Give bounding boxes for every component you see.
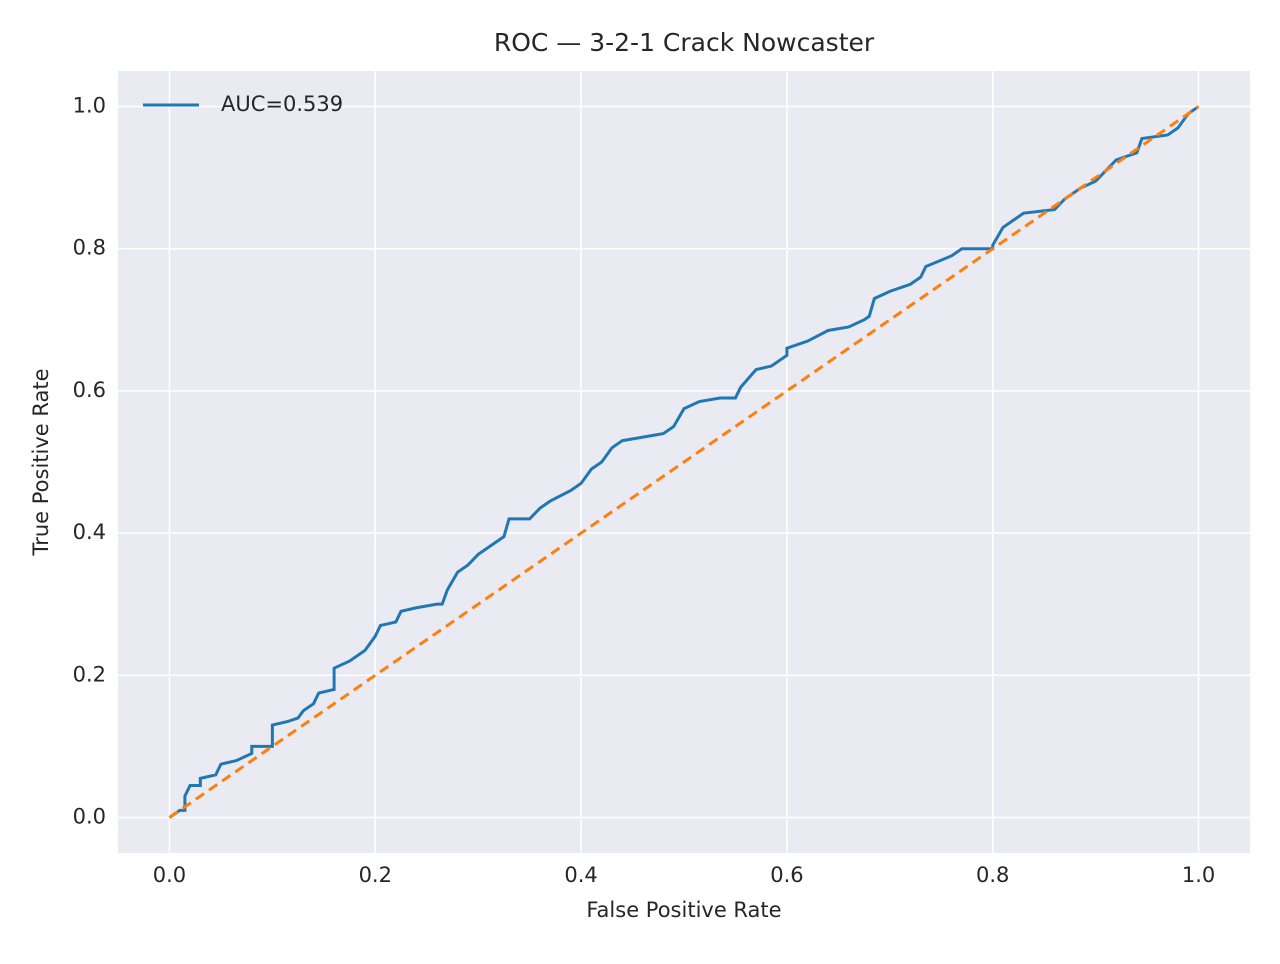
y-tick-label: 0.0 bbox=[73, 804, 106, 828]
x-tick-label: 0.2 bbox=[359, 863, 392, 887]
x-tick-label: 0.6 bbox=[770, 863, 803, 887]
y-axis-label: True Positive Rate bbox=[29, 368, 53, 556]
x-tick-label: 0.4 bbox=[564, 863, 597, 887]
grid bbox=[118, 71, 1250, 853]
series-line bbox=[168, 105, 1200, 819]
x-tick-label: 1.0 bbox=[1182, 863, 1215, 887]
x-tick-label: 0.8 bbox=[976, 863, 1009, 887]
x-axis-label: False Positive Rate bbox=[586, 898, 781, 922]
chart-title: ROC — 3-2-1 Crack Nowcaster bbox=[494, 28, 875, 57]
marks bbox=[168, 105, 1200, 819]
y-tick-label: 0.8 bbox=[73, 236, 106, 260]
x-tick-label: 0.0 bbox=[153, 863, 186, 887]
legend: AUC=0.539 bbox=[143, 92, 343, 116]
y-tick-label: 0.6 bbox=[73, 378, 106, 402]
y-tick-label: 0.2 bbox=[73, 662, 106, 686]
y-tick-label: 0.4 bbox=[73, 520, 106, 544]
series-line bbox=[168, 105, 1200, 819]
legend-label: AUC=0.539 bbox=[221, 92, 343, 116]
y-tick-label: 1.0 bbox=[73, 94, 106, 118]
